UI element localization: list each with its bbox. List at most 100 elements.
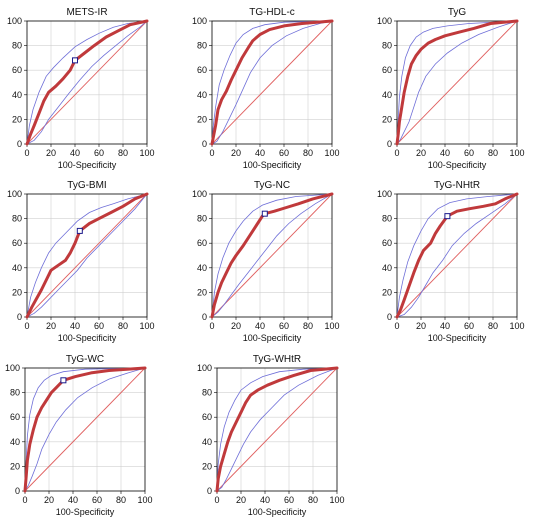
- y-tick-label: 60: [10, 412, 20, 422]
- y-tick-label: 0: [15, 486, 20, 496]
- ci-upper-curve: [26, 20, 148, 145]
- y-tick-label: 0: [17, 139, 22, 149]
- y-tick-label: 20: [382, 287, 392, 297]
- x-tick-label: 80: [488, 148, 498, 158]
- y-tick-label: 100: [192, 16, 207, 26]
- y-tick-label: 100: [192, 189, 207, 199]
- roc-chart-5: TyG-NC 00 20 20 40 40 60 60 80 80 100 100 100-Specif…: [192, 180, 340, 343]
- x-tick-label: 60: [94, 321, 104, 331]
- x-tick-label: 0: [214, 495, 219, 505]
- plot-frame: [26, 20, 148, 145]
- ci-lower-curve: [26, 20, 148, 145]
- roc-curve: [25, 19, 149, 146]
- x-tick-label: 60: [284, 495, 294, 505]
- ci-lower-curve: [396, 193, 518, 318]
- y-tick-label: 20: [10, 461, 20, 471]
- y-tick-label: 0: [202, 312, 207, 322]
- plot-frame: [24, 367, 146, 492]
- x-tick-label: 40: [70, 148, 80, 158]
- chart-title: TG-HDL-c: [249, 7, 295, 18]
- y-tick-label: 60: [202, 412, 212, 422]
- x-tick-label: 40: [255, 321, 265, 331]
- x-tick-label: 60: [464, 321, 474, 331]
- x-tick-label: 100: [139, 321, 154, 331]
- chart-title: TyG: [448, 7, 467, 18]
- y-tick-label: 80: [202, 388, 212, 398]
- y-tick-label: 100: [7, 16, 22, 26]
- y-tick-label: 80: [197, 41, 207, 51]
- x-tick-label: 100: [509, 321, 524, 331]
- y-tick-label: 40: [12, 263, 22, 273]
- x-tick-label: 0: [24, 321, 29, 331]
- x-axis-label: 100-Specificity: [56, 507, 115, 517]
- x-tick-label: 80: [118, 321, 128, 331]
- ci-upper-curve: [396, 193, 518, 318]
- y-tick-label: 40: [382, 263, 392, 273]
- x-tick-label: 100: [324, 321, 339, 331]
- cutoff-point-marker: [444, 213, 451, 220]
- x-tick-label: 60: [464, 148, 474, 158]
- x-tick-label: 60: [279, 148, 289, 158]
- x-axis-label: 100-Specificity: [428, 160, 487, 170]
- x-tick-label: 80: [308, 495, 318, 505]
- roc-chart-3: TyG 00 20 20 40 40 60 60 80 80 100 100 100-Specifici…: [377, 7, 525, 170]
- roc-chart-6: TyG-NHtR 00 20 20 40 40 60 60 80 80 100 100 100-Spec…: [377, 180, 525, 343]
- y-tick-label: 100: [377, 16, 392, 26]
- y-tick-label: 80: [197, 214, 207, 224]
- x-tick-label: 100: [324, 148, 339, 158]
- y-tick-label: 20: [12, 287, 22, 297]
- x-tick-label: 0: [394, 148, 399, 158]
- ci-upper-curve: [24, 367, 146, 492]
- y-tick-label: 20: [197, 114, 207, 124]
- chart-title: TyG-WC: [66, 354, 104, 365]
- x-tick-label: 40: [255, 148, 265, 158]
- ci-lower-curve: [211, 193, 333, 318]
- chart-title: METS-IR: [66, 7, 107, 18]
- y-tick-label: 40: [197, 263, 207, 273]
- chart-title: TyG-NHtR: [434, 180, 480, 191]
- x-axis-label: 100-Specificity: [428, 333, 487, 343]
- roc-curve: [395, 19, 519, 146]
- roc-chart-2: TG-HDL-c 00 20 20 40 40 60 60 80 80 100 100 100-Spec…: [192, 7, 340, 170]
- y-tick-label: 20: [12, 114, 22, 124]
- plot-frame: [216, 367, 338, 492]
- y-tick-label: 40: [10, 437, 20, 447]
- x-tick-label: 40: [260, 495, 270, 505]
- cutoff-point-marker: [261, 210, 268, 217]
- plot-frame: [211, 20, 333, 145]
- ci-lower-curve: [26, 193, 148, 318]
- y-tick-label: 60: [197, 238, 207, 248]
- x-axis-label: 100-Specificity: [248, 507, 307, 517]
- y-tick-label: 80: [12, 214, 22, 224]
- x-tick-label: 0: [22, 495, 27, 505]
- reference-diagonal: [211, 193, 333, 318]
- x-tick-label: 80: [303, 148, 313, 158]
- plot-frame: [26, 193, 148, 318]
- x-tick-label: 60: [92, 495, 102, 505]
- x-tick-label: 100: [139, 148, 154, 158]
- reference-diagonal: [26, 20, 148, 145]
- roc-curve: [210, 192, 334, 319]
- x-tick-label: 20: [236, 495, 246, 505]
- roc-chart-1: METS-IR 00 20 20 40 40 60 60 80 80 100 100 100-Speci…: [7, 7, 155, 170]
- y-tick-label: 100: [7, 189, 22, 199]
- chart-title: TyG-WHtR: [253, 354, 301, 365]
- ci-lower-curve: [211, 20, 333, 145]
- reference-diagonal: [24, 367, 146, 492]
- y-tick-label: 80: [382, 214, 392, 224]
- y-tick-label: 0: [207, 486, 212, 496]
- x-tick-label: 40: [440, 321, 450, 331]
- roc-curve: [25, 192, 149, 319]
- x-tick-label: 20: [231, 148, 241, 158]
- y-tick-label: 80: [10, 388, 20, 398]
- roc-curve: [23, 366, 147, 493]
- x-tick-label: 80: [116, 495, 126, 505]
- y-tick-label: 0: [202, 139, 207, 149]
- x-tick-label: 20: [231, 321, 241, 331]
- y-tick-label: 40: [202, 437, 212, 447]
- reference-diagonal: [396, 193, 518, 318]
- chart-title: TyG-NC: [254, 180, 290, 191]
- ci-upper-curve: [396, 20, 518, 145]
- y-tick-label: 60: [12, 238, 22, 248]
- reference-diagonal: [216, 367, 338, 492]
